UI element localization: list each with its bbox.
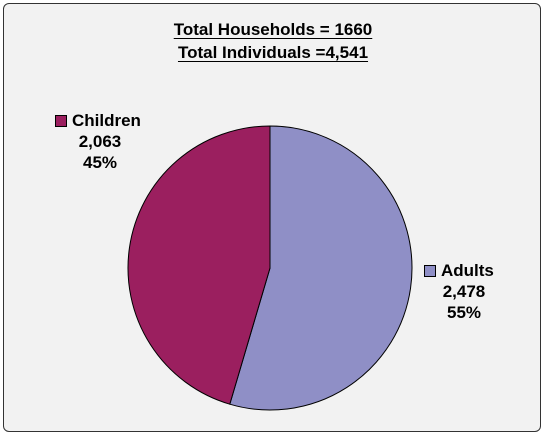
pie-slice-children	[127, 125, 271, 405]
slice-label-adults: Adults 2,478 55%	[424, 260, 504, 323]
chart-title-text: Total Households = 1660	[173, 20, 373, 39]
pie-slice-adults	[229, 125, 413, 411]
chart-title: Total Households = 1660	[0, 20, 546, 40]
slice-name-adults: Adults	[441, 261, 494, 280]
slice-percent-children: 45%	[82, 153, 118, 172]
chart-subtitle: Total Individuals =4,541	[0, 43, 546, 63]
slice-label-children: Children 2,063 45%	[55, 110, 145, 173]
legend-swatch-children	[55, 114, 67, 127]
legend-swatch-adults	[424, 264, 436, 277]
chart-subtitle-text: Total Individuals =4,541	[177, 43, 369, 62]
slice-value-children: 2,063	[78, 132, 122, 151]
slice-name-children: Children	[72, 111, 141, 130]
slice-percent-adults: 55%	[446, 303, 482, 322]
slice-value-adults: 2,478	[442, 282, 486, 301]
